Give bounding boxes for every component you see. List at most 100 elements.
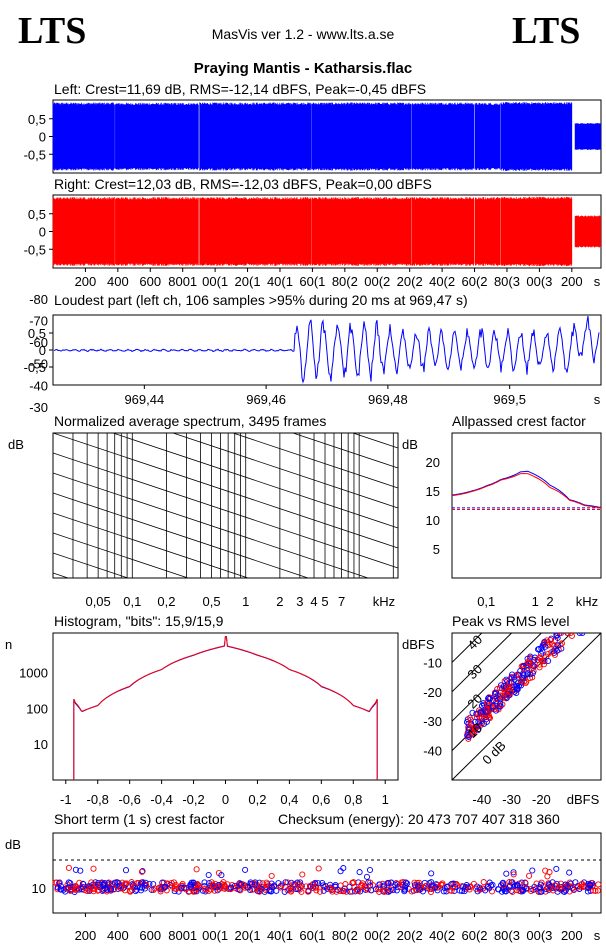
shortterm-point-614 — [110, 886, 118, 893]
histogram-xtick-label-4: -0,2 — [182, 792, 204, 807]
shortterm-xtick-label-4: 00(1 — [202, 928, 228, 943]
shortterm-point-101 — [148, 886, 155, 893]
ytick-label-left-waveform-2: -0,5 — [24, 147, 46, 162]
spectrum-xaxis-unit: kHz — [373, 594, 395, 609]
shortterm-point-693 — [572, 879, 579, 886]
shortterm-point-342 — [592, 887, 599, 894]
shortterm-point-630 — [163, 887, 170, 894]
shortterm-xtick-label-5: 20(1 — [235, 928, 261, 943]
shortterm-point-555 — [132, 888, 139, 895]
histogram-ylabel: n — [5, 637, 12, 652]
peakrms-point-242 — [541, 639, 548, 647]
shortterm-point-381 — [494, 886, 502, 893]
shortterm-xtick-label-14: 00(3 — [526, 928, 552, 943]
waveform-segment-left-waveform-2 — [199, 102, 312, 171]
shortterm-point-569 — [536, 884, 543, 891]
shortterm-point-484 — [526, 872, 533, 879]
peakrms-point-118 — [547, 637, 554, 644]
loudest-xtick-label-2: 969,48 — [368, 392, 408, 407]
histogram-xtick-label-1: -0,8 — [87, 792, 109, 807]
loudest-xtick-label-0: 969,44 — [124, 392, 164, 407]
peakrms-diag-1 — [452, 633, 513, 693]
histogram-xtick-label-10: 1 — [382, 792, 389, 807]
shortterm-point-632 — [94, 887, 101, 894]
shortterm-point-612 — [259, 880, 266, 887]
waveform-segment-right-waveform-4 — [411, 197, 475, 266]
shortterm-point-636 — [552, 882, 559, 889]
spectrum-slope-8 — [53, 552, 130, 578]
peakrms-point-186 — [536, 661, 543, 668]
peakrms-point-213 — [554, 642, 561, 649]
shortterm-point-685 — [275, 880, 282, 887]
shortterm-point-491 — [561, 888, 568, 895]
peakrms-ytick-label-0: -10 — [423, 655, 442, 670]
shortterm-point-619 — [499, 880, 506, 887]
left-title: Left: Crest=11,69 dB, RMS=-12,14 dBFS, P… — [54, 81, 427, 97]
peakrms-point-152 — [536, 664, 543, 671]
shortterm-point-654 — [387, 886, 395, 893]
shortterm-xtick-label-10: 20(2 — [397, 928, 423, 943]
shortterm-point-377 — [111, 879, 119, 886]
waveform-segment-right-waveform-7 — [574, 215, 601, 248]
peakrms-point-248 — [486, 714, 493, 721]
shortterm-point-560 — [364, 886, 371, 893]
peakrms-point-179 — [524, 671, 531, 678]
ytick-label-left-waveform-0: 0,5 — [28, 112, 46, 127]
shortterm-point-487 — [428, 870, 435, 877]
shortterm-point-683 — [530, 886, 537, 893]
loudest-xaxis-unit: s — [594, 392, 601, 407]
peakrms-point-210 — [504, 687, 511, 695]
peakrms-point-254 — [526, 660, 533, 667]
peakrms-point-202 — [466, 714, 473, 721]
peakrms-xtick-label-0: -40 — [472, 792, 491, 807]
shortterm-point-670 — [82, 884, 89, 891]
xtick-label-right-waveform-6: 40(1 — [267, 274, 293, 289]
shortterm-point-689 — [562, 887, 569, 894]
crest-xtick-label-0: 0,1 — [477, 594, 495, 609]
shortterm-point-541 — [416, 886, 423, 893]
shortterm-xtick-label-12: 60(2 — [462, 928, 488, 943]
shortterm-point-592 — [449, 884, 456, 891]
peakrms-point-226 — [544, 650, 552, 658]
shortterm-point-532 — [558, 884, 565, 891]
shortterm-point-508 — [579, 880, 586, 887]
shortterm-point-672 — [408, 888, 415, 895]
spectrum-slope--1 — [231, 433, 398, 489]
histogram-ytick-label-1: 100 — [26, 701, 48, 716]
shortterm-point-606 — [506, 879, 513, 886]
shortterm-point-694 — [90, 865, 97, 872]
shortterm-point-291 — [201, 879, 208, 886]
peakrms-point-137 — [576, 633, 583, 637]
spectrum-ylabel: dB — [8, 437, 24, 452]
shortterm-point-678 — [168, 879, 175, 887]
logo-left: LTS — [18, 10, 87, 52]
shortterm-point-628 — [578, 883, 585, 890]
ytick-label-right-waveform-0: 0,5 — [28, 207, 46, 222]
peakrms-point-233 — [492, 691, 499, 698]
shortterm-point-661 — [178, 884, 185, 891]
ytick-label-left-waveform-1: 0 — [39, 130, 46, 145]
shortterm-point-108 — [315, 865, 322, 872]
xtick-label-right-waveform-15: 200 — [561, 274, 583, 289]
peakrms-point-229 — [508, 679, 515, 686]
shortterm-xtick-label-9: 00(2 — [364, 928, 390, 943]
xtick-label-right-waveform-8: 80(2 — [332, 274, 358, 289]
ytick-label-right-waveform-2: -0,5 — [24, 242, 46, 257]
peakrms-xtick-label-1: -30 — [502, 792, 521, 807]
peakrms-point-246 — [548, 641, 556, 648]
shortterm-xtick-label-8: 80(2 — [332, 928, 358, 943]
shortterm-point-697 — [404, 880, 411, 887]
shortterm-point-516 — [65, 864, 72, 871]
shortterm-point-616 — [287, 883, 294, 890]
xtick-label-right-waveform-0: 200 — [75, 274, 97, 289]
xtick-label-right-waveform-12: 60(2 — [462, 274, 488, 289]
spectrum-title: Normalized average spectrum, 3495 frames — [54, 413, 327, 429]
shortterm-point-292 — [329, 888, 336, 895]
shortterm-point-675 — [562, 881, 569, 888]
peakrms-point-76 — [568, 633, 575, 639]
file-title: Praying Mantis - Katharsis.flac — [193, 60, 413, 77]
peakrms-point-219 — [511, 676, 518, 683]
shortterm-point-633 — [227, 884, 235, 891]
xtick-label-right-waveform-5: 20(1 — [235, 274, 261, 289]
shortterm-point-476 — [574, 884, 581, 891]
